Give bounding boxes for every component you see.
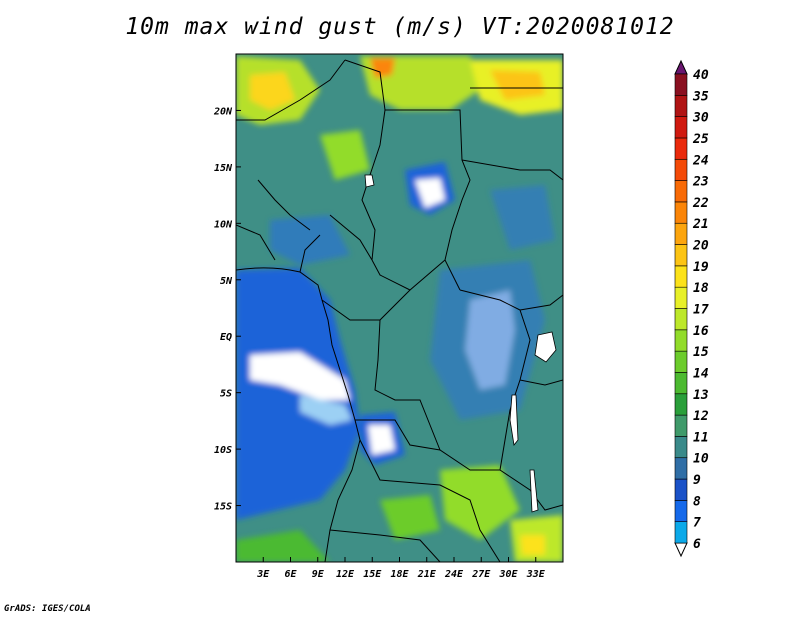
colorbar-segment <box>674 308 688 331</box>
colorbar-segment <box>674 286 688 309</box>
colorbar-segment <box>674 457 688 480</box>
colorbar-segment <box>674 137 688 160</box>
lake-chad-shape <box>364 174 375 188</box>
colorbar-segment <box>674 244 688 267</box>
lat-tick-label: 10S <box>214 445 232 456</box>
ocean-calm-region <box>236 268 360 520</box>
lon-tick-label: 27E <box>471 569 491 580</box>
colorbar-label: 12 <box>693 409 709 424</box>
lon-tick-label: 33E <box>526 569 546 580</box>
colorbar-label: 25 <box>692 132 709 147</box>
lon-tick-label: 21E <box>417 569 437 580</box>
colorbar-label: 6 <box>693 537 701 552</box>
lon-tick-label: 30E <box>498 569 518 580</box>
colorbar-label: 8 <box>693 494 701 509</box>
wind-gust-field <box>236 54 563 562</box>
colorbar: 6 7 8 9 10 11 12 13 14 15 16 17 18 19 20 21 22 23 24 25 30 35… <box>674 59 709 558</box>
colorbar-segment <box>674 500 688 522</box>
grads-credit: GrADS: IGES/COLA <box>4 604 91 614</box>
lake-victoria-shape <box>534 331 557 363</box>
colorbar-segment <box>674 201 688 224</box>
lake-malawi-shape <box>529 469 539 513</box>
lat-tick-label: EQ <box>220 332 232 343</box>
colorbar-segment <box>674 158 688 181</box>
colorbar-segment <box>674 180 688 203</box>
lakes <box>364 174 557 513</box>
colorbar-label: 11 <box>693 430 709 445</box>
colorbar-segment <box>674 521 688 544</box>
lat-tick-label: 15S <box>214 502 232 513</box>
lat-tick-label: 5S <box>220 389 232 400</box>
colorbar-label: 9 <box>693 473 701 488</box>
colorbar-segment <box>674 436 688 459</box>
colorbar-label: 30 <box>692 111 709 126</box>
colorbar-segment <box>674 393 688 416</box>
colorbar-label: 13 <box>693 388 709 403</box>
colorbar-label: 10 <box>693 452 709 467</box>
colorbar-label: 18 <box>693 281 709 296</box>
colorbar-label: 40 <box>693 68 709 83</box>
colorbar-label: 23 <box>692 175 709 190</box>
colorbar-min-triangle <box>674 542 688 558</box>
colorbar-label: 17 <box>693 303 709 318</box>
lat-tick-label: 15N <box>214 163 233 174</box>
colorbar-label: 7 <box>693 516 701 531</box>
colorbar-label: 21 <box>692 217 709 232</box>
latitude-axis: 20N 15N 10N 5N EQ 5S 10S 15S <box>213 106 241 513</box>
lon-tick-label: 6E <box>284 569 297 580</box>
colorbar-segment <box>674 265 688 288</box>
colorbar-segment <box>674 329 688 352</box>
colorbar-segment <box>674 478 688 501</box>
southern-gust-region <box>440 465 520 540</box>
ocean-calm-core <box>250 352 350 400</box>
lat-tick-label: 10N <box>214 219 233 230</box>
country-borders <box>236 59 563 562</box>
colorbar-segment <box>674 95 688 117</box>
lon-tick-label: 15E <box>363 569 382 580</box>
colorbar-label: 15 <box>693 345 709 360</box>
colorbar-label: 19 <box>693 260 709 275</box>
lon-tick-label: 12E <box>336 569 355 580</box>
map-title: 10m max wind gust (m/s) VT:2020081012 <box>125 14 675 40</box>
lon-tick-label: 24E <box>444 569 464 580</box>
lat-tick-label: 20N <box>213 106 233 117</box>
colorbar-label: 14 <box>693 366 709 381</box>
longitude-axis: 3E 6E 9E 12E 15E 18E 21E 24E 27E 30E 33E <box>256 557 546 580</box>
colorbar-label: 20 <box>692 239 709 254</box>
colorbar-segment <box>674 222 688 245</box>
colorbar-max-triangle <box>674 59 688 75</box>
colorbar-segment <box>674 372 688 395</box>
colorbar-segment <box>674 116 688 139</box>
colorbar-label: 22 <box>692 196 709 211</box>
lake-tanganyika-shape <box>509 394 519 446</box>
lon-tick-label: 18E <box>390 569 409 580</box>
colorbar-label: 35 <box>692 89 709 104</box>
colorbar-label: 24 <box>692 153 709 168</box>
lon-tick-label: 3E <box>256 569 270 580</box>
colorbar-segment <box>674 414 688 437</box>
colorbar-label: 16 <box>693 324 709 339</box>
lat-tick-label: 5N <box>220 276 233 287</box>
colorbar-segment <box>674 73 688 96</box>
colorbar-segment <box>674 350 688 373</box>
lon-tick-label: 9E <box>312 569 325 580</box>
